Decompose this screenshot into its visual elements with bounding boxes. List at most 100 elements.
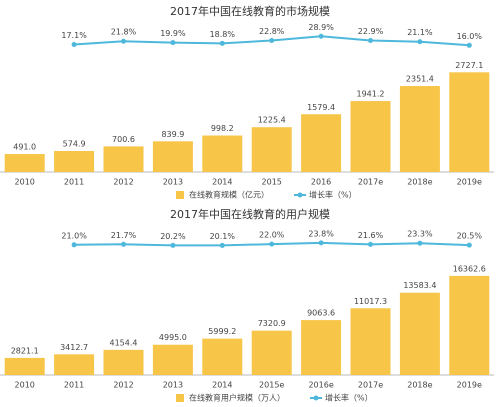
growth-label: 21.0%	[61, 231, 87, 240]
bar-label: 2351.4	[406, 75, 434, 84]
growth-point	[466, 242, 472, 248]
growth-point	[219, 242, 225, 248]
bar	[4, 357, 45, 375]
x-tick-label: 2011	[64, 178, 84, 187]
x-tick-label: 2011	[64, 381, 84, 390]
growth-label: 23.3%	[407, 230, 433, 239]
bar-label: 491.0	[13, 143, 36, 152]
x-tick-label: 2016e	[308, 381, 333, 390]
growth-point	[269, 241, 275, 247]
legend-marker	[313, 395, 319, 401]
growth-point	[121, 38, 126, 44]
growth-point	[219, 40, 225, 46]
growth-point	[318, 33, 324, 39]
bar-label: 11017.3	[354, 297, 387, 306]
growth-label: 21.8%	[111, 28, 137, 37]
legend-label: 增长率（%）	[309, 190, 357, 200]
bar	[54, 354, 95, 375]
legend-label: 在线教育用户规模（万人）	[189, 393, 285, 403]
bar-label: 4995.0	[159, 333, 187, 342]
bar	[54, 150, 95, 172]
bar-label: 700.6	[112, 135, 135, 144]
bar	[449, 72, 490, 172]
bar-label: 2821.1	[11, 346, 39, 355]
growth-point	[121, 241, 126, 247]
bar-label: 3412.7	[60, 343, 88, 352]
growth-point	[417, 240, 423, 246]
x-tick-label: 2015e	[259, 381, 284, 390]
bar	[350, 101, 391, 172]
legend-marker	[297, 192, 303, 198]
growth-point	[170, 242, 176, 248]
growth-point	[368, 37, 373, 43]
bar	[399, 86, 440, 172]
bar-label: 16362.6	[453, 264, 486, 273]
growth-label: 18.8%	[210, 30, 236, 39]
bar	[103, 349, 144, 375]
growth-label: 16.0%	[457, 32, 483, 41]
bar	[251, 127, 292, 172]
bar-label: 9063.6	[307, 309, 335, 318]
x-tick-label: 2018e	[407, 178, 432, 187]
bar	[449, 275, 490, 375]
bar	[202, 135, 243, 172]
bar	[202, 338, 243, 375]
growth-label: 22.9%	[358, 27, 384, 36]
growth-label: 22.8%	[259, 27, 285, 36]
x-tick-label: 2018e	[407, 381, 432, 390]
legend-label: 在线教育规模（亿元）	[189, 190, 269, 200]
growth-point	[170, 40, 176, 46]
growth-point	[71, 42, 77, 48]
bar-label: 1941.2	[357, 90, 385, 99]
bar	[152, 344, 193, 375]
growth-point	[466, 42, 472, 48]
chart-title: 2017年中国在线教育的市场规模	[170, 4, 330, 18]
growth-point	[417, 39, 423, 45]
x-tick-label: 2010	[15, 381, 35, 390]
bar	[399, 292, 440, 375]
growth-label: 20.2%	[160, 232, 186, 241]
growth-label: 17.1%	[61, 31, 87, 40]
x-tick-label: 2019e	[457, 381, 482, 390]
legend-swatch	[176, 191, 184, 199]
bar-label: 13583.4	[403, 281, 436, 290]
bar	[103, 146, 144, 172]
x-tick-label: 2015	[262, 178, 282, 187]
x-tick-label: 2017e	[358, 178, 383, 187]
bar-label: 5999.2	[208, 327, 236, 336]
bar	[152, 141, 193, 172]
growth-point	[269, 38, 275, 44]
x-tick-label: 2014	[212, 381, 232, 390]
bar-label: 7320.9	[258, 319, 286, 328]
legend-swatch	[176, 394, 184, 402]
x-tick-label: 2013	[163, 381, 183, 390]
x-tick-label: 2013	[163, 178, 183, 187]
growth-label: 21.1%	[407, 28, 433, 37]
bar-label: 1579.4	[307, 103, 335, 112]
growth-label: 20.5%	[457, 232, 483, 241]
bar-label: 4154.4	[110, 338, 138, 347]
growth-label: 19.9%	[160, 29, 186, 38]
growth-label: 21.6%	[358, 231, 384, 240]
bar-label: 574.9	[63, 139, 86, 148]
growth-label: 28.9%	[308, 23, 334, 32]
chart-title: 2017年中国在线教育的用户规模	[170, 207, 330, 221]
bar-label: 998.2	[211, 124, 234, 133]
x-tick-label: 2016	[311, 178, 331, 187]
growth-label: 20.1%	[210, 232, 236, 241]
bar	[301, 320, 342, 375]
growth-point	[318, 240, 324, 246]
x-tick-label: 2012	[113, 381, 133, 390]
bar-label: 1225.4	[258, 116, 286, 125]
bar	[4, 154, 45, 172]
x-tick-label: 2019e	[457, 178, 482, 187]
growth-label: 21.7%	[111, 231, 137, 240]
x-tick-label: 2014	[212, 178, 232, 187]
bar	[301, 114, 342, 172]
x-tick-label: 2010	[15, 178, 35, 187]
x-tick-label: 2017e	[358, 381, 383, 390]
bar-label: 2727.1	[455, 61, 483, 70]
x-tick-label: 2012	[113, 178, 133, 187]
